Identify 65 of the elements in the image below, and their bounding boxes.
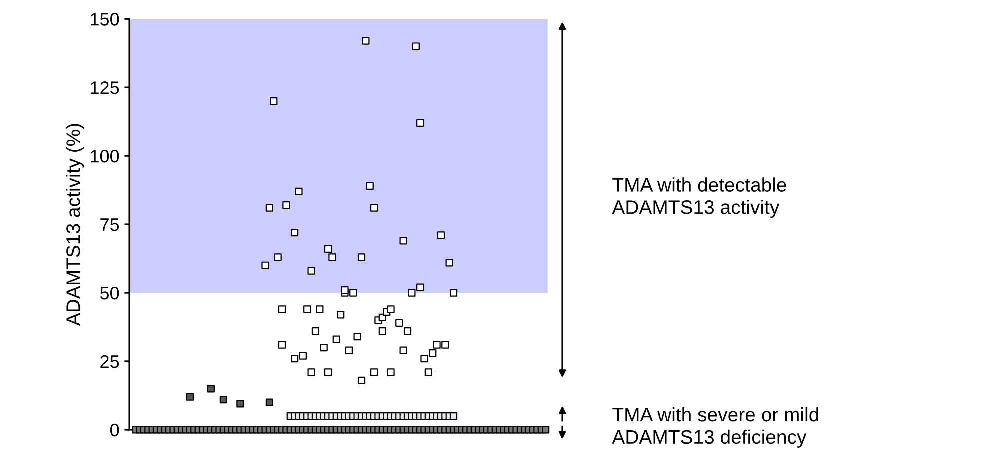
y-tick-label: 100 — [91, 150, 120, 163]
point — [328, 254, 336, 262]
point — [220, 396, 228, 404]
point — [324, 245, 332, 254]
point — [266, 398, 274, 406]
point — [358, 376, 366, 384]
point — [332, 336, 340, 344]
point — [278, 341, 286, 349]
point — [274, 254, 282, 262]
point — [370, 368, 378, 376]
point — [400, 237, 408, 245]
y-axis-title: ADAMTS13 activity (%) — [66, 124, 84, 326]
point — [433, 341, 441, 349]
point — [345, 346, 354, 354]
point — [316, 306, 324, 314]
point — [412, 42, 420, 50]
point — [270, 97, 278, 106]
point — [186, 393, 194, 401]
point — [424, 368, 432, 376]
point — [370, 204, 378, 212]
point — [266, 204, 274, 212]
point — [262, 262, 270, 270]
point — [324, 368, 332, 376]
text: TMA with detectable ADAMTS13 activity — [612, 178, 786, 218]
point — [442, 341, 450, 349]
point — [341, 286, 349, 294]
point — [308, 368, 316, 376]
point — [404, 328, 412, 336]
point — [366, 182, 374, 190]
point — [437, 232, 446, 240]
point — [282, 202, 290, 210]
point — [312, 328, 320, 336]
point — [362, 37, 370, 45]
point — [354, 333, 362, 341]
point — [320, 344, 328, 352]
point — [387, 368, 395, 376]
y-tick-label: 25 — [100, 355, 120, 368]
y-tick-label: 0 — [110, 424, 120, 437]
point — [416, 284, 424, 292]
point — [416, 119, 424, 128]
point — [308, 267, 316, 275]
y-tick-label: 150 — [91, 13, 120, 26]
point — [304, 306, 312, 314]
point — [400, 346, 408, 354]
y-tick-label: 75 — [100, 218, 120, 232]
point — [387, 306, 395, 314]
point — [278, 306, 286, 314]
point — [236, 400, 244, 408]
point — [396, 319, 404, 327]
point — [450, 289, 458, 297]
point — [378, 328, 386, 336]
point — [337, 311, 345, 319]
point — [290, 228, 299, 237]
point — [408, 289, 416, 297]
point — [450, 412, 458, 420]
point — [446, 259, 454, 267]
point — [358, 254, 366, 262]
y-tick-label: 125 — [91, 82, 120, 94]
y-tick-label: 50 — [100, 286, 120, 300]
point — [295, 188, 303, 196]
text: TMA with severe or mild ADAMTS13 deficiency — [612, 407, 818, 448]
point — [350, 289, 358, 297]
point — [429, 349, 437, 358]
point — [299, 352, 307, 360]
point — [207, 385, 215, 393]
